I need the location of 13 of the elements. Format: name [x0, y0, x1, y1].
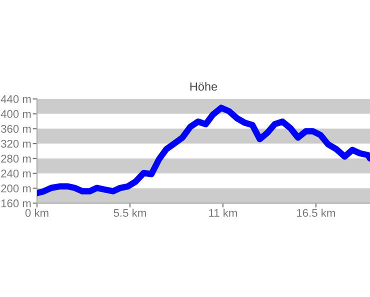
y-tick-label: 200 m	[1, 184, 31, 192]
y-tick-label: 240 m	[1, 170, 31, 178]
y-tick-label: 440 m	[0, 95, 31, 104]
y-tick-label: 160 m	[1, 199, 31, 208]
x-tick-label: 5.5 km	[114, 208, 146, 217]
y-tick-label: 400 m	[0, 110, 31, 118]
chart-title: Höhe	[190, 82, 218, 91]
x-tick-label: 11 km	[209, 208, 237, 217]
x-tick-label: 0 km	[25, 208, 48, 217]
y-tick-label: 320 m	[0, 140, 31, 148]
y-tick-label: 360 m	[0, 124, 31, 133]
y-tick-label: 280 m	[1, 154, 31, 163]
x-tick-label: 16.5 km	[296, 208, 335, 217]
